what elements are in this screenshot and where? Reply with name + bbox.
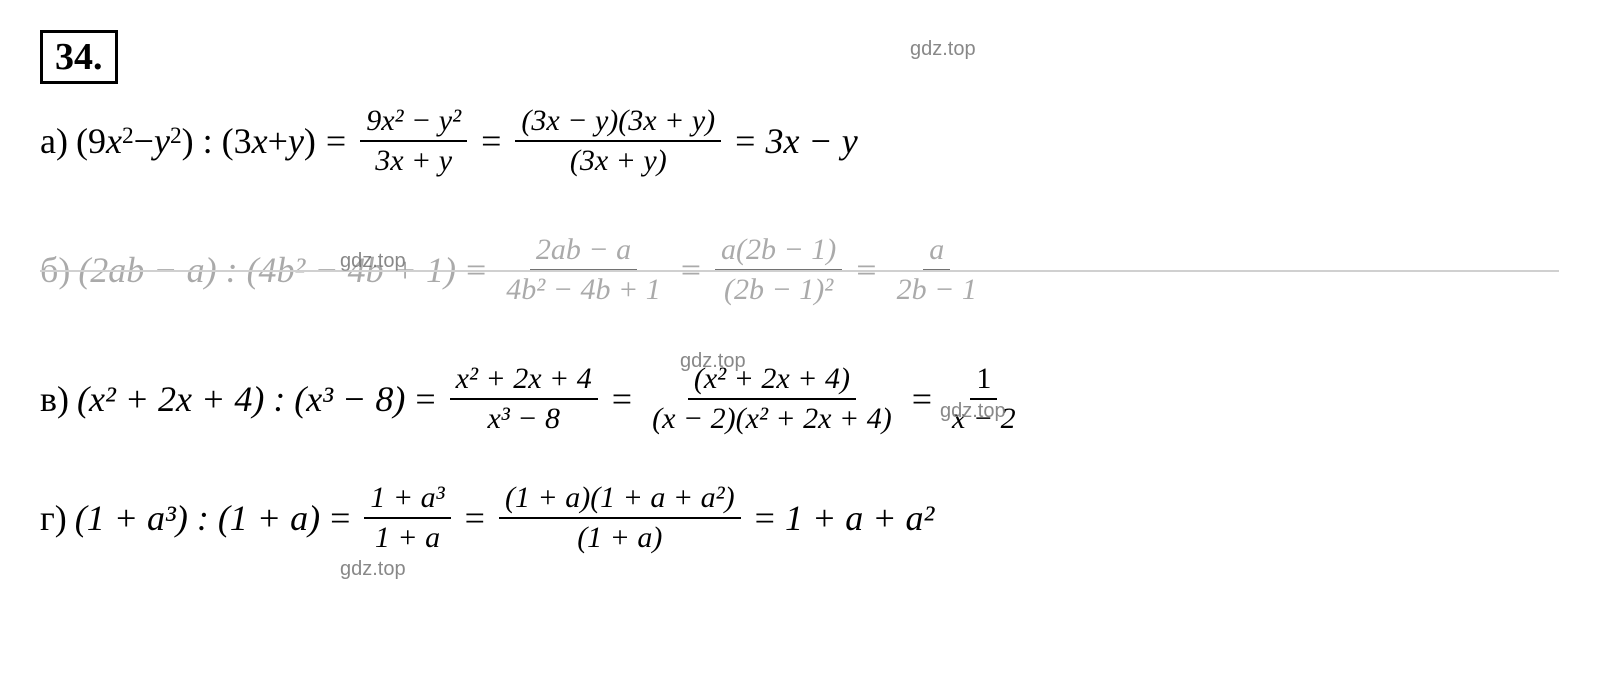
- equals-d2: =: [465, 497, 485, 539]
- equals-a2: =: [481, 120, 501, 162]
- problem-number-box: 34.: [40, 30, 118, 84]
- equals-a1: =: [326, 120, 346, 162]
- frac-c2: (x² + 2x + 4) (x − 2)(x² + 2x + 4): [646, 362, 898, 436]
- problem-number: 34.: [55, 36, 103, 78]
- frac-c1-num: x² + 2x + 4: [450, 362, 598, 400]
- frac-d1-num: 1 + a³: [364, 481, 450, 519]
- rhs-a: 3x − y: [765, 120, 857, 162]
- frac-c1-den: x³ − 8: [481, 400, 566, 436]
- frac-a1-num: 9x² − y²: [360, 104, 467, 142]
- equation-line-a: а) (9x2 − y2) : (3x + y) = 9x² − y² 3x +…: [40, 104, 1559, 178]
- equation-line-b: б) (2ab − a) : (4b² − 4b + 1) = 2ab − a …: [40, 233, 1559, 307]
- frac-d2: (1 + a)(1 + a + a²) (1 + a): [499, 481, 741, 555]
- label-c: в): [40, 378, 69, 420]
- frac-b1-den: 4b² − 4b + 1: [500, 271, 666, 307]
- rhs-d: 1 + a + a²: [785, 497, 934, 539]
- frac-d2-num: (1 + a)(1 + a + a²): [499, 481, 741, 519]
- lhs-c: (x² + 2x + 4) : (x³ − 8): [77, 378, 405, 420]
- equals-d3: =: [755, 497, 775, 539]
- frac-a2-num: (3x − y)(3x + y): [515, 104, 721, 142]
- frac-c3-num: 1: [970, 362, 997, 400]
- frac-d1-den: 1 + a: [369, 519, 446, 555]
- equals-a3: =: [735, 120, 755, 162]
- frac-b3-den: 2b − 1: [891, 271, 983, 307]
- label-d: г): [40, 497, 67, 539]
- watermark-4: gdz.top: [940, 400, 1006, 423]
- equals-c1: =: [415, 378, 435, 420]
- strike-b: [40, 270, 1559, 272]
- frac-a2: (3x − y)(3x + y) (3x + y): [515, 104, 721, 178]
- equals-c3: =: [912, 378, 932, 420]
- frac-a1: 9x² − y² 3x + y: [360, 104, 467, 178]
- watermark-3: gdz.top: [680, 350, 746, 373]
- frac-d1: 1 + a³ 1 + a: [364, 481, 450, 555]
- label-a: а): [40, 120, 68, 162]
- frac-b3-num: a: [923, 233, 950, 271]
- frac-c3: 1 x − 2: [946, 362, 1022, 436]
- frac-d2-den: (1 + a): [571, 519, 668, 555]
- frac-a1-den: 3x + y: [369, 142, 458, 178]
- frac-c2-den: (x − 2)(x² + 2x + 4): [646, 400, 898, 436]
- equals-d1: =: [330, 497, 350, 539]
- frac-b2-den: (2b − 1)²: [718, 271, 839, 307]
- watermark-1: gdz.top: [910, 38, 976, 61]
- frac-a2-den: (3x + y): [564, 142, 673, 178]
- lhs-d: (1 + a³) : (1 + a): [75, 497, 320, 539]
- watermark-5: gdz.top: [340, 558, 406, 581]
- equals-c2: =: [612, 378, 632, 420]
- lhs-a: (9x2 − y2) : (3x + y): [76, 120, 316, 162]
- equation-line-d: г) (1 + a³) : (1 + a) = 1 + a³ 1 + a = (…: [40, 481, 1559, 555]
- equation-line-c: в) (x² + 2x + 4) : (x³ − 8) = x² + 2x + …: [40, 362, 1559, 436]
- frac-b1-num: 2ab − a: [530, 233, 637, 271]
- frac-b2-num: a(2b − 1): [715, 233, 842, 271]
- frac-c1: x² + 2x + 4 x³ − 8: [450, 362, 598, 436]
